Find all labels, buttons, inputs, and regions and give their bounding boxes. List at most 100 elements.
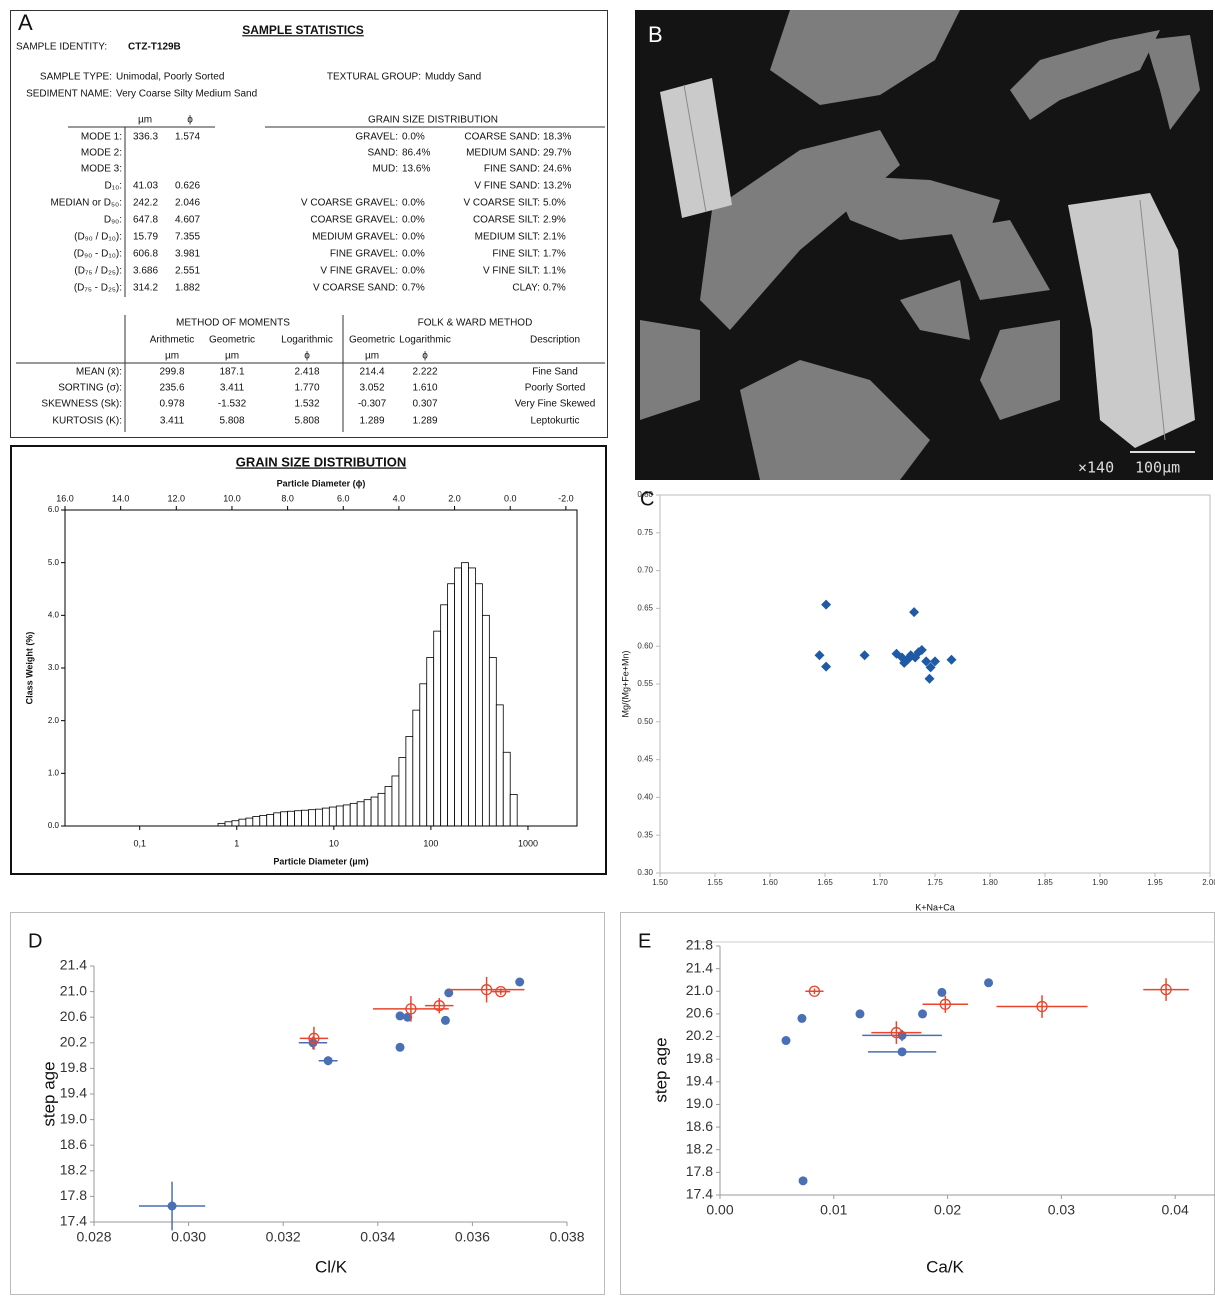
grains [640, 10, 1200, 480]
bar [266, 814, 275, 827]
grain [1145, 35, 1200, 130]
cell: 1.770 [294, 383, 319, 394]
panel-label: A [18, 10, 33, 35]
y-tick-label: 4.0 [48, 610, 60, 619]
row-label: MODE 2: [81, 148, 122, 159]
dist-value: 24.6% [543, 164, 571, 175]
point [403, 1012, 413, 1022]
cell: 5.808 [219, 416, 244, 427]
cell: 2.046 [175, 198, 200, 209]
y-tick-label: 1.0 [48, 768, 60, 777]
x-tick-label: 1.65 [817, 878, 833, 887]
field-label: SAMPLE TYPE: [40, 72, 112, 83]
dist-value: 13.2% [543, 181, 571, 192]
bar [328, 806, 337, 827]
column-header: Geometric [209, 335, 255, 346]
bar [321, 807, 330, 827]
field-value: Unimodal, Poorly Sorted [116, 72, 224, 83]
point [930, 656, 940, 667]
unit: µm [165, 351, 179, 362]
y-axis-title: step age [651, 1037, 670, 1102]
bar [349, 802, 358, 827]
bar [238, 818, 247, 827]
cell: 2.418 [294, 367, 319, 378]
bar [224, 821, 233, 827]
row-label: MEDIAN or D₅₀: [50, 198, 122, 209]
cell: 5.808 [294, 416, 319, 427]
dist-value: 0.0% [402, 232, 425, 243]
x-axis-title: K+Na+Ca [915, 902, 955, 912]
grain [740, 360, 930, 480]
bar [363, 799, 372, 827]
bar [509, 794, 518, 827]
cell: 1.882 [175, 283, 200, 294]
column-header: µm [138, 115, 152, 126]
dist-value: 29.7% [543, 148, 571, 159]
dist-label: V COARSE GRAVEL: [301, 198, 398, 209]
dist-label: MEDIUM SILT: [475, 232, 540, 243]
x2-tick-label: 14.0 [112, 493, 130, 503]
group-header: METHOD OF MOMENTS [176, 318, 290, 329]
point [859, 650, 870, 661]
bar [231, 820, 240, 827]
unit: ϕ [304, 351, 310, 362]
x-tick-label: 0,1 [133, 838, 146, 848]
bar [294, 810, 302, 827]
row-label: D₉₀: [104, 215, 122, 226]
dist-label: COARSE SAND: [464, 132, 540, 143]
crystal-stripe [683, 84, 707, 213]
cell: 647.8 [133, 215, 158, 226]
row-label: MODE 1: [81, 132, 122, 143]
x2-tick-label: 0.0 [504, 493, 517, 503]
cell: Very Fine Skewed [515, 399, 596, 410]
point [495, 985, 507, 998]
point [395, 1042, 405, 1052]
grain [980, 320, 1060, 420]
x-tick-label: 0.04 [1162, 1202, 1189, 1218]
bar [342, 804, 351, 827]
point [781, 1036, 791, 1046]
plot-frame [659, 494, 1211, 874]
y-tick-label: 0.50 [637, 717, 653, 726]
table-frame [10, 10, 608, 438]
row-label: MODE 3: [81, 164, 122, 175]
column-header: ϕ [187, 115, 193, 126]
crystal [660, 78, 732, 218]
cell: Leptokurtic [531, 416, 580, 427]
y-tick-label: 0.65 [637, 604, 653, 613]
dist-label: V FINE GRAVEL: [320, 266, 398, 277]
grain [1010, 30, 1160, 120]
point [797, 1013, 807, 1023]
bar [447, 583, 455, 827]
y-tick-label: 0.75 [637, 528, 653, 537]
x-tick-label: 0.02 [934, 1202, 961, 1218]
dist-label: MEDIUM GRAVEL: [312, 232, 398, 243]
x-tick-label: 100 [423, 838, 438, 848]
bar [502, 751, 511, 827]
cell: 235.6 [159, 383, 184, 394]
cell: 1.532 [294, 399, 319, 410]
x-tick-label: 0.032 [266, 1229, 301, 1245]
bar [426, 657, 435, 827]
dist-value: 1.7% [543, 249, 566, 260]
cell: -0.307 [358, 399, 387, 410]
field-value: Very Coarse Silty Medium Sand [116, 89, 257, 100]
panel-label: B [648, 22, 663, 47]
crystal [1068, 193, 1195, 448]
x-tick-label: 1 [234, 838, 239, 848]
y-tick-label: 20.2 [60, 1034, 87, 1050]
y-tick-label: 21.4 [686, 959, 713, 975]
point [515, 977, 525, 987]
x-axis-title: Cl/K [315, 1257, 348, 1276]
histogram-frame [10, 445, 607, 875]
y-tick-label: 17.4 [686, 1186, 713, 1202]
x-tick-label: 0.038 [549, 1229, 584, 1245]
bar [488, 657, 497, 827]
row-label: D₁₀: [104, 181, 122, 192]
dist-label: V FINE SILT: [483, 266, 540, 277]
x-tick-label: 0.036 [455, 1229, 490, 1245]
row-label: SORTING (σ): [58, 383, 122, 394]
point [1160, 983, 1172, 996]
point [984, 978, 994, 988]
chart-title: GRAIN SIZE DISTRIBUTION [236, 454, 406, 469]
